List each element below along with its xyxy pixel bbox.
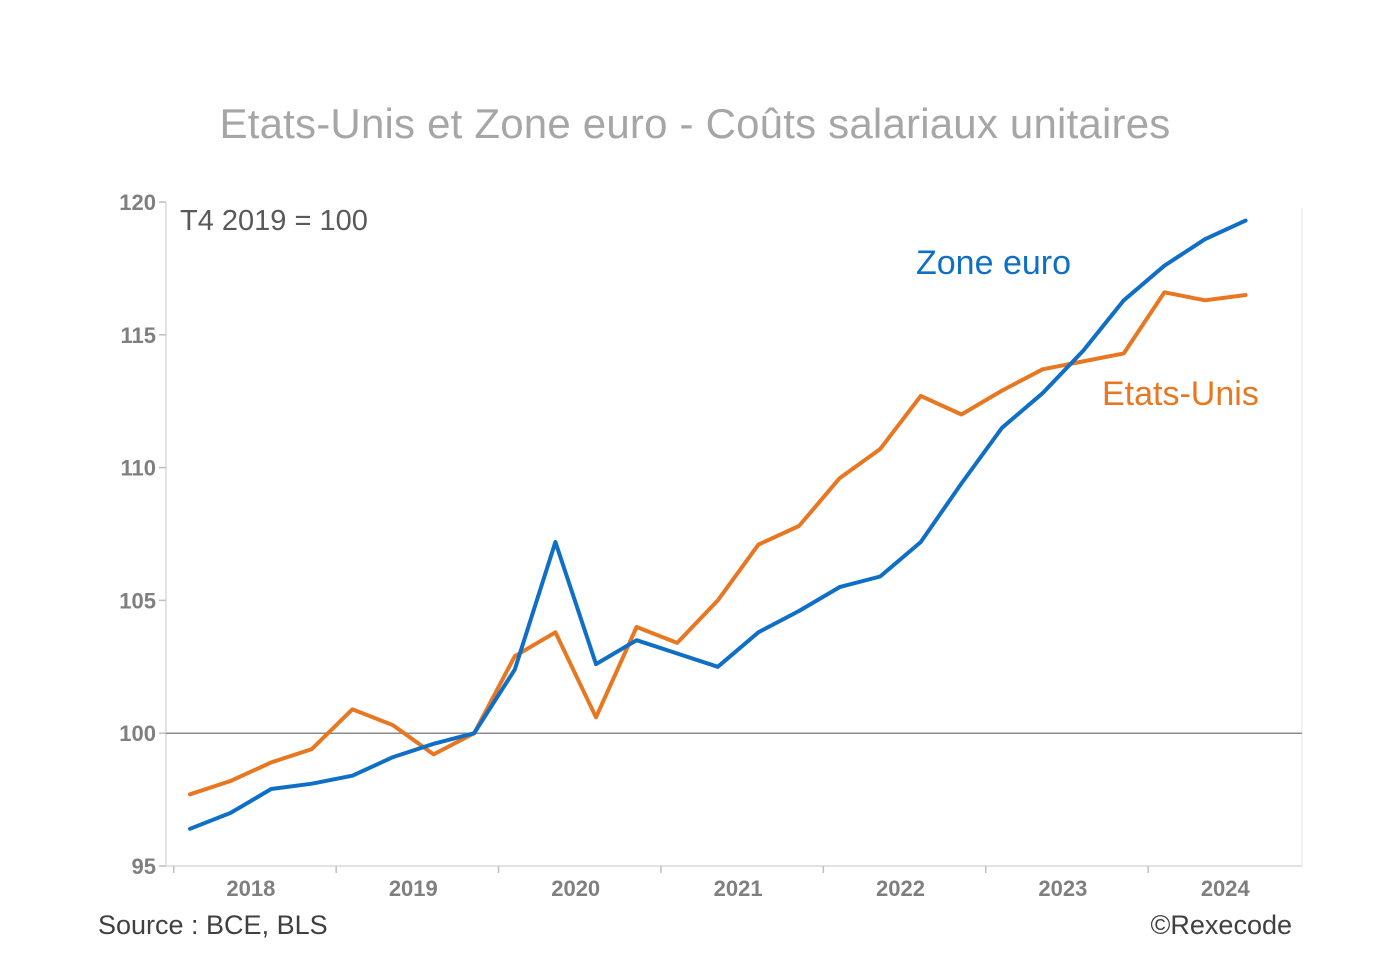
axes: 95 100 105 110 115 120 2018 2019 2020 2021 2022 202… bbox=[119, 190, 1303, 901]
series-label-etats-unis: Etats-Unis bbox=[1102, 375, 1259, 413]
series-line-zone-euro bbox=[188, 218, 1248, 831]
x-tick-label: 2020 bbox=[551, 876, 600, 901]
x-tick-label: 2023 bbox=[1038, 876, 1087, 901]
source-note: Source : BCE, BLS bbox=[98, 910, 328, 940]
y-tick-label: 100 bbox=[119, 721, 156, 746]
x-tick-label: 2018 bbox=[226, 876, 275, 901]
series-line-etats-unis bbox=[188, 290, 1248, 797]
series-lines bbox=[188, 218, 1248, 831]
y-tick-label: 115 bbox=[121, 323, 157, 348]
chart-title: Etats-Unis et Zone euro - Coûts salariau… bbox=[219, 100, 1171, 147]
x-tick-label: 2022 bbox=[876, 876, 925, 901]
y-tick-label: 105 bbox=[119, 588, 156, 613]
series-label-zone-euro: Zone euro bbox=[916, 244, 1071, 282]
y-tick-label: 110 bbox=[121, 456, 157, 481]
base-annotation: T4 2019 = 100 bbox=[180, 205, 368, 237]
x-tick-label: 2024 bbox=[1201, 876, 1251, 901]
copyright-note: ©Rexecode bbox=[1150, 910, 1292, 940]
y-tick-label: 95 bbox=[132, 854, 156, 879]
x-tick-label: 2021 bbox=[714, 876, 763, 901]
y-tick-label: 120 bbox=[119, 190, 156, 215]
x-tick-label: 2019 bbox=[389, 876, 438, 901]
